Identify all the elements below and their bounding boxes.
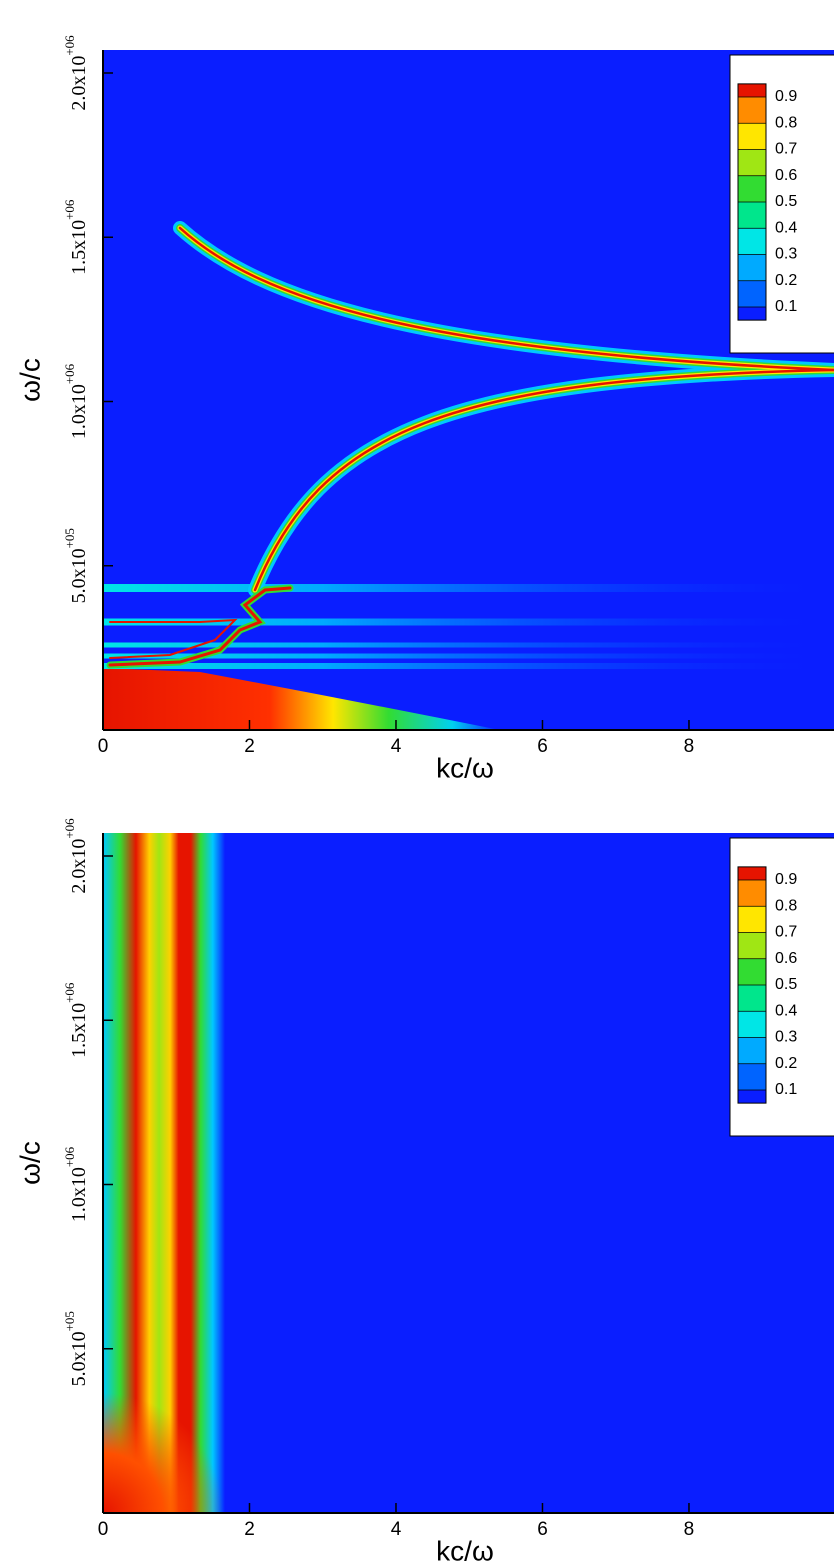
colorbar-band <box>738 932 766 959</box>
colorbar-band <box>738 307 766 321</box>
colorbar-band <box>738 175 766 202</box>
colorbar-label: 0.2 <box>775 272 797 289</box>
colorbar-label: 0.7 <box>775 924 797 941</box>
colorbar-band <box>738 228 766 255</box>
colorbar-band <box>738 1063 766 1090</box>
colorbar-band <box>738 123 766 150</box>
x-tick-label: 0 <box>98 736 109 757</box>
colorbar-label: 0.5 <box>775 193 797 210</box>
y-axis-title: ω/c <box>14 1141 45 1185</box>
colorbar-label: 0.1 <box>775 1081 797 1098</box>
colorbar-label: 0.3 <box>775 1029 797 1046</box>
x-tick-label: 2 <box>244 736 255 757</box>
colorbar-band <box>738 83 766 97</box>
x-tick-label: 6 <box>537 1519 548 1540</box>
colorbar-label: 0.7 <box>775 141 797 158</box>
colorbar-band <box>738 880 766 907</box>
y-axis-title: ω/c <box>14 358 45 402</box>
y-tick-label: 2.0x10+06 <box>62 35 90 111</box>
x-tick-label: 4 <box>391 1519 402 1540</box>
colorbar-band <box>738 149 766 176</box>
x-axis-title: kc/ω <box>436 752 494 783</box>
y-tick-label: 1.5x10+06 <box>62 982 90 1058</box>
x-tick-label: 8 <box>684 736 695 757</box>
colorbar-label: 0.4 <box>775 219 797 236</box>
colorbar-label: 0.6 <box>775 167 797 184</box>
x-tick-label: 6 <box>537 736 548 757</box>
y-tick-label: 5.0x10+05 <box>62 528 90 603</box>
colorbar-label: 0.8 <box>775 897 797 914</box>
colorbar-band <box>738 906 766 933</box>
colorbar-label: 0.2 <box>775 1055 797 1072</box>
field-shading <box>103 50 834 730</box>
colorbar-band <box>738 1090 766 1104</box>
x-tick-label: 0 <box>98 1519 109 1540</box>
colorbar-band <box>738 985 766 1012</box>
y-tick-label: 1.5x10+06 <box>62 199 90 275</box>
field-shading <box>103 833 834 1513</box>
x-tick-label: 4 <box>391 736 402 757</box>
colorbar-label: 0.4 <box>775 1002 797 1019</box>
colorbar-label: 0.9 <box>775 871 797 888</box>
colorbar-band <box>738 1037 766 1064</box>
colorbar-label: 0.6 <box>775 950 797 967</box>
colorbar-label: 0.1 <box>775 298 797 315</box>
colorbar-label: 0.9 <box>775 88 797 105</box>
colorbar-label: 0.8 <box>775 114 797 131</box>
colorbar-band <box>738 866 766 880</box>
colorbar-band <box>738 958 766 985</box>
colorbar-label: 0.5 <box>775 976 797 993</box>
x-axis-title: kc/ω <box>436 1535 494 1566</box>
colorbar-band <box>738 254 766 281</box>
y-tick-label: 2.0x10+06 <box>62 818 90 894</box>
y-tick-label: 5.0x10+05 <box>62 1311 90 1386</box>
colorbar-band <box>738 202 766 229</box>
x-tick-label: 2 <box>244 1519 255 1540</box>
colorbar-band <box>738 97 766 124</box>
axes: 0 2 4 6 8 5.0x10+05 1.0x10+06 1.5x10+06 2.0x10+0… <box>14 35 834 1566</box>
y-tick-label: 1.0x10+06 <box>62 363 90 439</box>
colorbar-label: 0.3 <box>775 246 797 263</box>
colorbar-band <box>738 1011 766 1038</box>
y-tick-label: 1.0x10+06 <box>62 1146 90 1222</box>
colorbar-band <box>738 280 766 307</box>
x-tick-label: 8 <box>684 1519 695 1540</box>
